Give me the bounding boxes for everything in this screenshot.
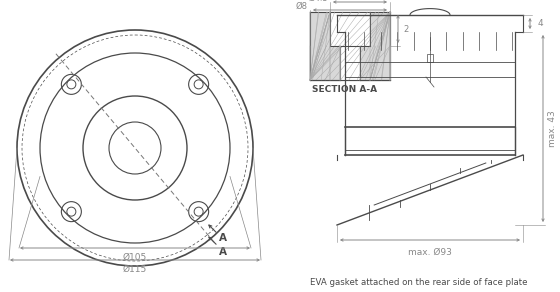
Text: Ø115: Ø115: [123, 265, 147, 274]
Polygon shape: [310, 12, 390, 80]
Text: max. Ø93: max. Ø93: [408, 248, 452, 257]
Text: Ø8: Ø8: [296, 1, 308, 11]
Text: A: A: [219, 233, 227, 243]
Text: 2: 2: [403, 25, 408, 34]
Text: SECTION A-A: SECTION A-A: [312, 85, 377, 94]
Polygon shape: [330, 12, 370, 46]
Polygon shape: [340, 46, 360, 80]
Text: max. 43: max. 43: [548, 110, 557, 147]
Text: 4: 4: [538, 19, 544, 28]
Text: EVA gasket attached on the rear side of face plate: EVA gasket attached on the rear side of …: [310, 278, 528, 287]
Bar: [427, 54, 433, 62]
Text: Ø4.5: Ø4.5: [308, 0, 328, 3]
Text: A: A: [219, 247, 227, 257]
Text: Ø105: Ø105: [123, 253, 147, 262]
